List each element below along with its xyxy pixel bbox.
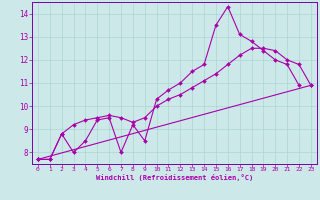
X-axis label: Windchill (Refroidissement éolien,°C): Windchill (Refroidissement éolien,°C) [96, 174, 253, 181]
